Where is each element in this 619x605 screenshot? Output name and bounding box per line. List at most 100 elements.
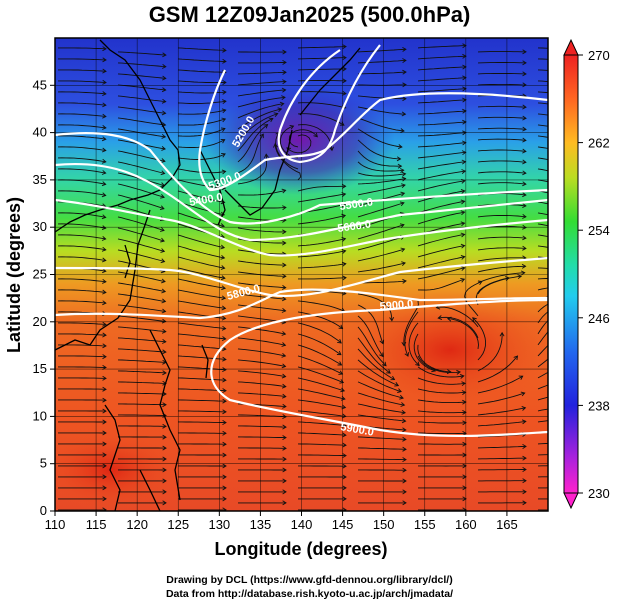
streamline (417, 388, 466, 394)
streamline-arrow (102, 289, 107, 295)
streamline (477, 392, 525, 405)
streamline-arrow (222, 463, 227, 469)
streamline (537, 442, 548, 445)
streamline-arrow (581, 189, 585, 193)
streamline-arrow (522, 181, 527, 187)
streamline-arrow (162, 445, 167, 451)
streamline-arrow (342, 453, 347, 458)
streamline (357, 326, 387, 367)
streamline-arrow (101, 147, 107, 153)
streamline-arrow (268, 117, 274, 123)
streamline-arrow (102, 113, 107, 119)
streamline (177, 139, 225, 148)
streamline (117, 326, 166, 333)
streamline-arrow (161, 87, 167, 93)
streamline-arrow (222, 507, 227, 511)
streamline (117, 73, 166, 79)
streamline (58, 80, 107, 84)
streamline-arrow (282, 445, 287, 451)
streamline-arrow (342, 44, 347, 50)
streamline-arrow (162, 434, 167, 440)
streamline-arrow (460, 266, 466, 271)
streamline-arrow (102, 279, 107, 284)
colorbar-tick-label: 270 (588, 48, 610, 63)
streamline-arrow (579, 295, 583, 299)
streamline-arrow (390, 375, 396, 381)
streamline (297, 300, 345, 312)
streamline (58, 333, 107, 336)
streamline-arrow (281, 342, 287, 347)
streamline-arrow (102, 430, 107, 436)
streamline-arrow (522, 245, 527, 251)
streamline (417, 151, 466, 159)
streamline-arrow (283, 512, 286, 516)
streamline-arrow (222, 388, 227, 393)
y-tick-label: 10 (33, 408, 47, 423)
streamline (237, 326, 286, 335)
x-tick-label: 145 (332, 517, 354, 532)
streamline (177, 245, 225, 259)
streamline-arrow (282, 79, 287, 85)
streamline (57, 113, 106, 117)
streamline (417, 432, 466, 435)
streamline-arrow (222, 346, 227, 352)
streamline (417, 256, 465, 269)
streamline (537, 358, 548, 368)
colorbar-tick-label: 238 (588, 398, 610, 413)
credit-data: Data from http://database.rish.kyoto-u.a… (165, 588, 454, 600)
streamline-arrow (162, 402, 167, 408)
streamline (417, 377, 466, 385)
streamline-arrow (342, 463, 347, 469)
streamline-arrow (263, 124, 269, 129)
streamline-arrow (342, 90, 347, 96)
streamline-arrow (160, 170, 166, 176)
streamline-arrow (339, 379, 345, 384)
streamline-arrow (415, 361, 420, 367)
streamline-arrow (402, 446, 407, 452)
streamline (297, 46, 347, 49)
streamline (57, 212, 106, 218)
streamline-arrow (522, 214, 527, 219)
streamline-arrow (583, 508, 586, 512)
streamline-arrow (160, 193, 165, 199)
streamline (537, 113, 548, 116)
x-tick-label: 155 (414, 517, 436, 532)
y-tick-label: 15 (33, 361, 47, 376)
streamline (237, 81, 286, 86)
streamline (237, 260, 286, 266)
streamline-arrow (402, 467, 407, 473)
streamline (297, 322, 342, 344)
streamline-arrow (102, 332, 107, 338)
streamline-arrow (459, 373, 465, 379)
streamline-arrow (513, 355, 519, 361)
streamline-arrow (402, 82, 407, 88)
streamline (177, 267, 225, 279)
streamline-arrow (460, 199, 466, 205)
streamline (57, 278, 106, 283)
streamline-arrow (263, 153, 269, 159)
streamline (357, 172, 406, 177)
streamline-arrow (159, 227, 165, 232)
contour-label: 5400.0 (188, 191, 223, 209)
streamline (537, 157, 548, 161)
streamline-arrow (342, 78, 347, 84)
streamline-arrow (160, 237, 165, 243)
streamline-arrow (161, 308, 167, 314)
streamline-arrow (101, 246, 107, 252)
streamline (417, 110, 466, 115)
streamline (177, 278, 226, 289)
streamline-arrow (221, 152, 226, 158)
streamline (297, 250, 346, 258)
streamline-arrow (401, 176, 407, 182)
streamline-arrow (342, 496, 347, 502)
colorbar-tick-label: 262 (588, 136, 610, 151)
streamline (477, 127, 527, 130)
streamline (417, 233, 465, 247)
streamline (357, 403, 406, 414)
streamline (537, 396, 548, 401)
streamline-arrow (220, 244, 226, 250)
streamline-arrow (161, 146, 166, 151)
streamline-arrow (221, 325, 227, 331)
streamline (177, 256, 225, 269)
streamline (537, 267, 548, 269)
